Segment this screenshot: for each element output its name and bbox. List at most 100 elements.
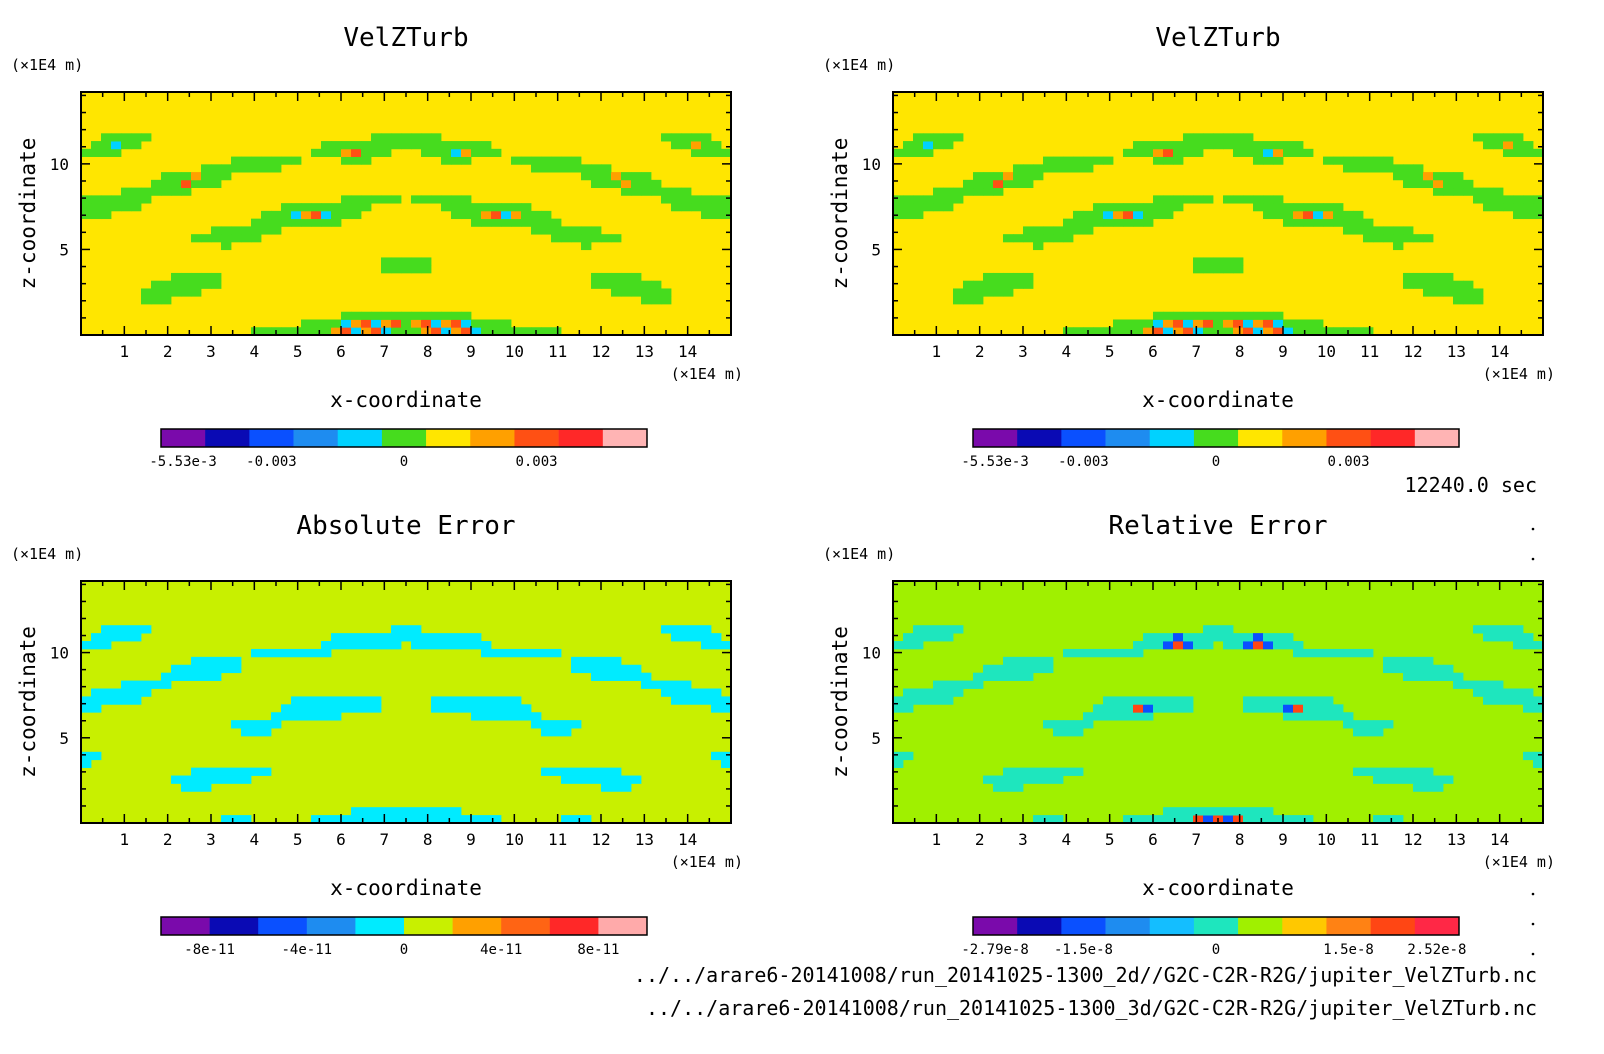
heatmap-cell (491, 696, 502, 705)
heatmap-cell (1303, 203, 1314, 212)
x-tick-label: 5 (293, 830, 303, 849)
heatmap-cell (411, 257, 422, 266)
heatmap-cell (201, 767, 212, 776)
heatmap-cell (331, 141, 342, 150)
heatmap-cell (641, 296, 652, 305)
heatmap-cell (1183, 141, 1194, 150)
heatmap-cell (1243, 641, 1254, 650)
heatmap-cell (271, 164, 282, 173)
heatmap-cell (923, 696, 934, 705)
panel-title: Relative Error (1108, 511, 1327, 541)
heatmap-cell (451, 633, 462, 642)
x-tick-label: 7 (1192, 830, 1202, 849)
heatmap-cell (1413, 767, 1424, 776)
heatmap-cell (1253, 815, 1264, 824)
x-tick-label: 11 (548, 830, 567, 849)
heatmap-cell (451, 807, 462, 816)
heatmap-cell (111, 148, 122, 157)
heatmap-cell (481, 218, 492, 227)
heatmap-cell (1463, 280, 1474, 289)
heatmap-cell (943, 195, 954, 204)
heatmap-cell (361, 633, 372, 642)
heatmap-cell (191, 288, 202, 297)
heatmap-cell (381, 148, 392, 157)
heatmap-cell (1003, 234, 1014, 243)
x-tick-label: 10 (1317, 342, 1336, 361)
heatmap-cell (1423, 783, 1434, 792)
heatmap-cell (631, 288, 642, 297)
heatmap-cell (491, 648, 502, 658)
heatmap-cell (481, 648, 492, 658)
heatmap-cell (361, 141, 372, 150)
colorbar-swatch (1061, 429, 1106, 447)
heatmap-cell (1073, 210, 1084, 220)
heatmap-cell (1313, 704, 1324, 713)
heatmap-cell (361, 311, 372, 320)
heatmap-cell (251, 767, 262, 776)
heatmap-cell (431, 327, 442, 336)
heatmap-cell (1163, 195, 1174, 204)
heatmap-cell (1083, 648, 1094, 658)
heatmap-cell (1023, 664, 1034, 674)
heatmap-cell (1373, 164, 1384, 173)
heatmap-cell (381, 327, 392, 336)
heatmap-cell (601, 775, 612, 784)
heatmap-cell (371, 133, 382, 142)
heatmap-cell (1043, 656, 1054, 666)
heatmap-cell (491, 148, 502, 157)
heatmap-cell (1003, 288, 1014, 297)
heatmap-cell (1413, 775, 1424, 784)
heatmap-cell (661, 296, 672, 305)
heatmap-cell (151, 680, 162, 689)
heatmap-cell (251, 728, 262, 737)
heatmap-cell (691, 696, 702, 705)
heatmap-cell (211, 234, 222, 243)
heatmap-cell (131, 141, 142, 150)
x-tick-label: 8 (423, 342, 433, 361)
x-unit-label: (×1E4 m) (671, 365, 743, 383)
heatmap-cell (221, 767, 232, 776)
heatmap-cell (171, 664, 182, 674)
heatmap-cell (1223, 641, 1234, 650)
heatmap-cell (261, 767, 272, 776)
heatmap-cell (1513, 133, 1524, 142)
heatmap-field (893, 92, 1544, 336)
heatmap-cell (81, 759, 92, 769)
heatmap-cell (1423, 179, 1434, 189)
heatmap-cell (933, 633, 944, 642)
heatmap-cell (1223, 311, 1234, 320)
heatmap-cell (1013, 783, 1024, 792)
heatmap-cell (381, 633, 392, 642)
heatmap-cell (1183, 133, 1194, 142)
colorbar: -5.53e-3 -0.003 0 0.003 (961, 428, 1460, 470)
heatmap-cell (963, 288, 974, 297)
heatmap-cell (591, 172, 602, 181)
heatmap-cell (1313, 712, 1324, 721)
heatmap-cell (271, 648, 282, 658)
heatmap-cell (1383, 664, 1394, 674)
heatmap-cell (1493, 133, 1504, 142)
heatmap-cell (1293, 148, 1304, 157)
heatmap-cell (631, 672, 642, 681)
heatmap-cell (893, 696, 904, 705)
heatmap-cell (471, 704, 482, 713)
heatmap-cell (461, 311, 472, 320)
heatmap-cell (1313, 319, 1324, 328)
heatmap-cell (1133, 696, 1144, 705)
heatmap-cell (91, 751, 102, 761)
heatmap-cell (1433, 280, 1444, 289)
heatmap-cell (721, 641, 732, 650)
heatmap-cell (651, 187, 662, 196)
heatmap-cell (331, 218, 342, 227)
heatmap-cell (1163, 641, 1174, 650)
heatmap-cell (91, 141, 102, 150)
heatmap-cell (903, 704, 914, 713)
colorbar-swatch (470, 429, 515, 447)
heatmap-cell (201, 783, 212, 792)
heatmap-cell (1343, 210, 1354, 220)
heatmap-cell (1373, 767, 1384, 776)
heatmap-cell (1203, 319, 1214, 328)
heatmap-cell (1023, 226, 1034, 235)
heatmap-cell (1283, 696, 1294, 705)
x-tick-label: 13 (635, 830, 654, 849)
